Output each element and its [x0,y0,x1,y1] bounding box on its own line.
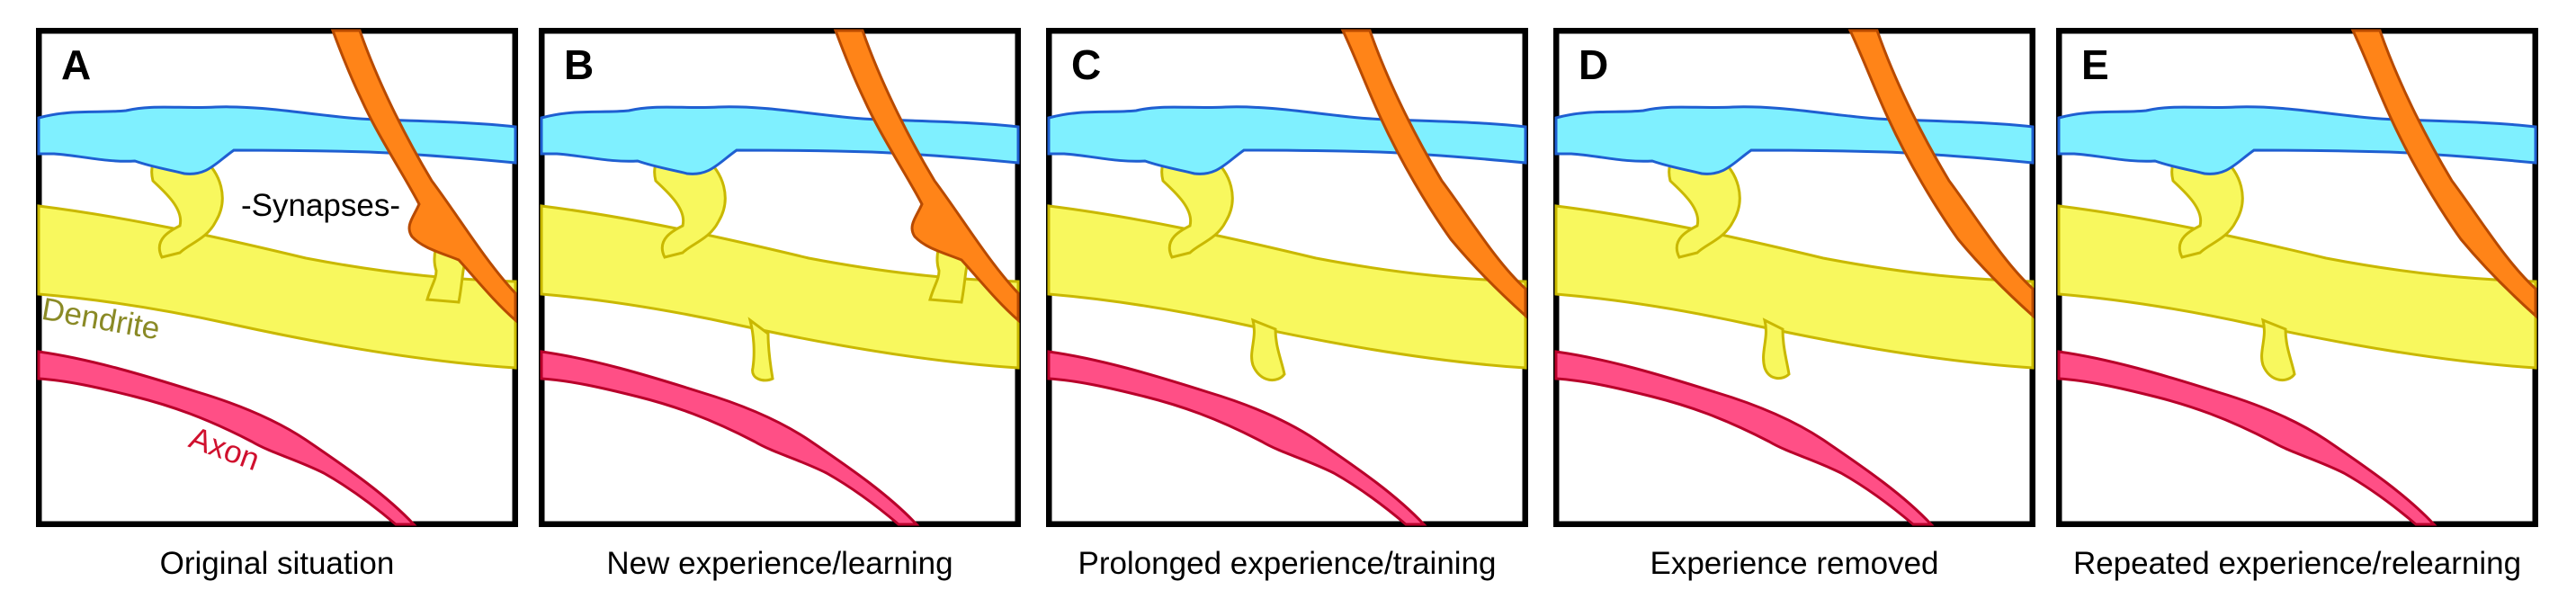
panel-b-illustration [539,28,1021,527]
synapse-spine-new [1762,317,1791,380]
panel-b-caption: New experience/learning [606,546,953,581]
orange-axon [2350,29,2537,319]
panel-e-illustration [2056,28,2538,527]
panel-b: B [539,28,1021,527]
synapse-spine-new [747,317,774,382]
synapses-label: -Synapses- [241,188,401,223]
panel-e: E [2056,28,2538,527]
dendrite [37,204,517,370]
panel-c-caption: Prolonged experience/training [1078,546,1497,581]
red-axon [540,350,920,526]
synapse-spine-new [1250,317,1286,382]
orange-axon [833,29,1020,324]
dendrite [1554,204,2035,370]
panel-a-letter: A [61,41,92,88]
panel-d-caption: Experience removed [1650,546,1939,581]
panel-a-caption: Original situation [159,546,395,581]
orange-axon [1340,29,1527,319]
dendrite [2057,204,2537,370]
panel-c: C [1046,28,1528,527]
panel-d-letter: D [1579,41,1609,88]
panel-e-letter: E [2081,41,2109,88]
red-axon [2057,350,2437,526]
red-axon [37,350,417,526]
panel-a-illustration [36,28,518,527]
panel-b-letter: B [564,41,595,88]
panel-d: D [1553,28,2035,527]
red-axon [1047,350,1427,526]
orange-axon [330,29,517,324]
panel-c-illustration [1046,28,1528,527]
panel-e-caption: Repeated experience/relearning [2072,546,2522,581]
synapse-spine-new [2260,317,2296,382]
dendrite [540,204,1020,370]
orange-axon [1847,29,2035,319]
panel-d-illustration [1553,28,2035,527]
panel-c-letter: C [1071,41,1102,88]
panel-a: A -Synapses- Dendrite Axon [36,28,518,527]
dendrite [1047,204,1527,370]
red-axon [1554,350,1935,526]
